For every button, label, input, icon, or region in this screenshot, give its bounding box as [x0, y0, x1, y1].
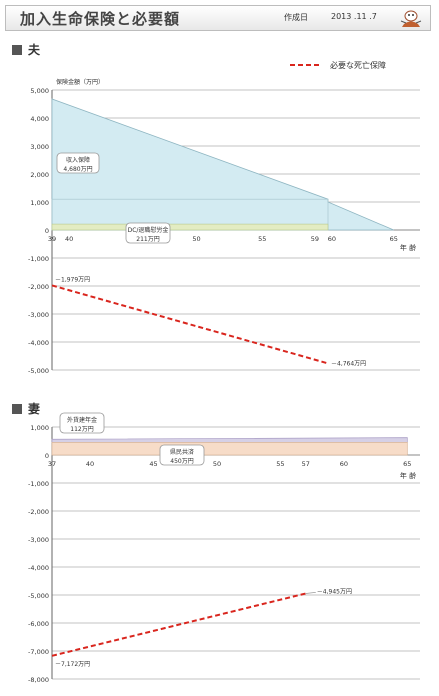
retirement-area — [51, 223, 329, 231]
y-tick-label: -2,000 — [28, 508, 49, 516]
income-security-callout-name: 収入保障 — [66, 156, 90, 164]
required-start-label: －7,172万円 — [55, 661, 90, 668]
husband-chart: 5,000 4,000 3,000 2,000 1,000 0 -1,000 -2,000 -3… — [28, 60, 420, 375]
x-tick-label: 55 — [258, 235, 266, 243]
x-tick-label: 37 — [48, 460, 56, 468]
y-tick-label: -5,000 — [28, 367, 49, 375]
x-tick-label: 65 — [403, 460, 411, 468]
y-tick-label: 0 — [45, 227, 49, 235]
y-tick-label: 3,000 — [30, 143, 49, 151]
y-tick-label: 1,000 — [30, 199, 49, 207]
y-axis-label: 保険金額（万円） — [56, 78, 104, 86]
y-tick-label: -4,000 — [28, 564, 49, 572]
x-tick-label: 60 — [328, 235, 336, 243]
x-tick-label: 40 — [65, 235, 73, 243]
income-security-callout-value: 4,680万円 — [63, 166, 92, 173]
x-tick-label: 60 — [340, 460, 348, 468]
x-axis-label: 年 齢 — [400, 243, 416, 252]
y-tick-label: 4,000 — [30, 115, 49, 123]
y-tick-label: 2,000 — [30, 171, 49, 179]
y-tick-label: 1,000 — [30, 424, 49, 432]
y-tick-label: -1,000 — [28, 255, 49, 263]
income-security-callout: 収入保障 4,680万円 — [56, 152, 100, 174]
header-bar: 加入生命保険と必要額 作成日 2013 .11 .7 — [5, 5, 431, 31]
section-marker — [12, 404, 22, 414]
y-tick-label: -3,000 — [28, 311, 49, 319]
y-tick-label: -8,000 — [28, 676, 49, 684]
x-tick-label: 65 — [390, 235, 398, 243]
y-tick-label: -4,000 — [28, 339, 49, 347]
mutual-aid-callout-name: 県民共済 — [170, 448, 194, 456]
section-husband: 夫 — [12, 41, 40, 58]
cartoon-logo-icon — [400, 10, 422, 27]
mutual-aid-area — [51, 442, 408, 456]
required-coverage-line — [51, 592, 307, 657]
x-tick-label: 40 — [86, 460, 94, 468]
section-marker — [12, 45, 22, 55]
y-tick-label: 0 — [45, 452, 49, 460]
foreign-pension-callout-box — [59, 412, 105, 434]
required-end-leader — [305, 592, 316, 594]
y-tick-label: -6,000 — [28, 620, 49, 628]
mutual-aid-callout-value: 450万円 — [170, 458, 193, 465]
section-husband-label: 夫 — [28, 43, 41, 57]
y-tick-label: -7,000 — [28, 648, 49, 656]
foreign-pension-callout-value: 112万円 — [70, 426, 93, 433]
x-tick-label: 50 — [213, 460, 221, 468]
y-tick-label: -3,000 — [28, 536, 49, 544]
wife-chart: 1,000 0 -1,000 -2,000 -3,000 -4,000 -5,000 -6,0… — [28, 412, 420, 684]
foreign-pension-area — [51, 437, 408, 443]
retirement-callout-name: DC/退職慰労金 — [128, 226, 169, 234]
required-end-label: －4,945万円 — [317, 588, 352, 595]
x-tick-label: 55 — [276, 460, 284, 468]
foreign-pension-callout: 外貨建年金 112万円 — [59, 412, 105, 434]
x-tick-label: 39 — [48, 235, 56, 243]
retirement-callout: DC/退職慰労金 211万円 — [125, 222, 171, 244]
foreign-pension-callout-name: 外貨建年金 — [67, 416, 97, 424]
income-security-area — [51, 98, 394, 231]
y-tick-label: -2,000 — [28, 283, 49, 291]
mutual-aid-callout: 県民共済 450万円 — [159, 444, 205, 466]
x-tick-label: 45 — [149, 460, 157, 468]
x-tick-label: 57 — [302, 460, 310, 468]
x-tick-label: 59 — [311, 235, 319, 243]
income-security-callout-box — [56, 152, 100, 174]
section-wife: 妻 — [12, 400, 40, 417]
required-coverage-line — [51, 284, 329, 365]
creation-date: 2013 .11 .7 — [331, 12, 377, 21]
mutual-aid-callout-box — [159, 444, 205, 466]
page-title: 加入生命保険と必要額 — [20, 10, 181, 28]
legend-label: 必要な死亡保障 — [330, 60, 386, 70]
retirement-callout-box — [125, 222, 171, 244]
x-axis-label: 年 齢 — [400, 471, 416, 480]
section-wife-label: 妻 — [28, 402, 41, 416]
y-tick-label: -1,000 — [28, 480, 49, 488]
x-tick-label: 50 — [192, 235, 200, 243]
retirement-callout-value: 211万円 — [136, 236, 159, 243]
y-tick-label: -5,000 — [28, 592, 49, 600]
date-label: 作成日 — [284, 13, 308, 22]
required-end-label: －4,764万円 — [331, 360, 366, 367]
required-start-label: －1,979万円 — [55, 276, 90, 283]
y-tick-label: 5,000 — [30, 87, 49, 95]
